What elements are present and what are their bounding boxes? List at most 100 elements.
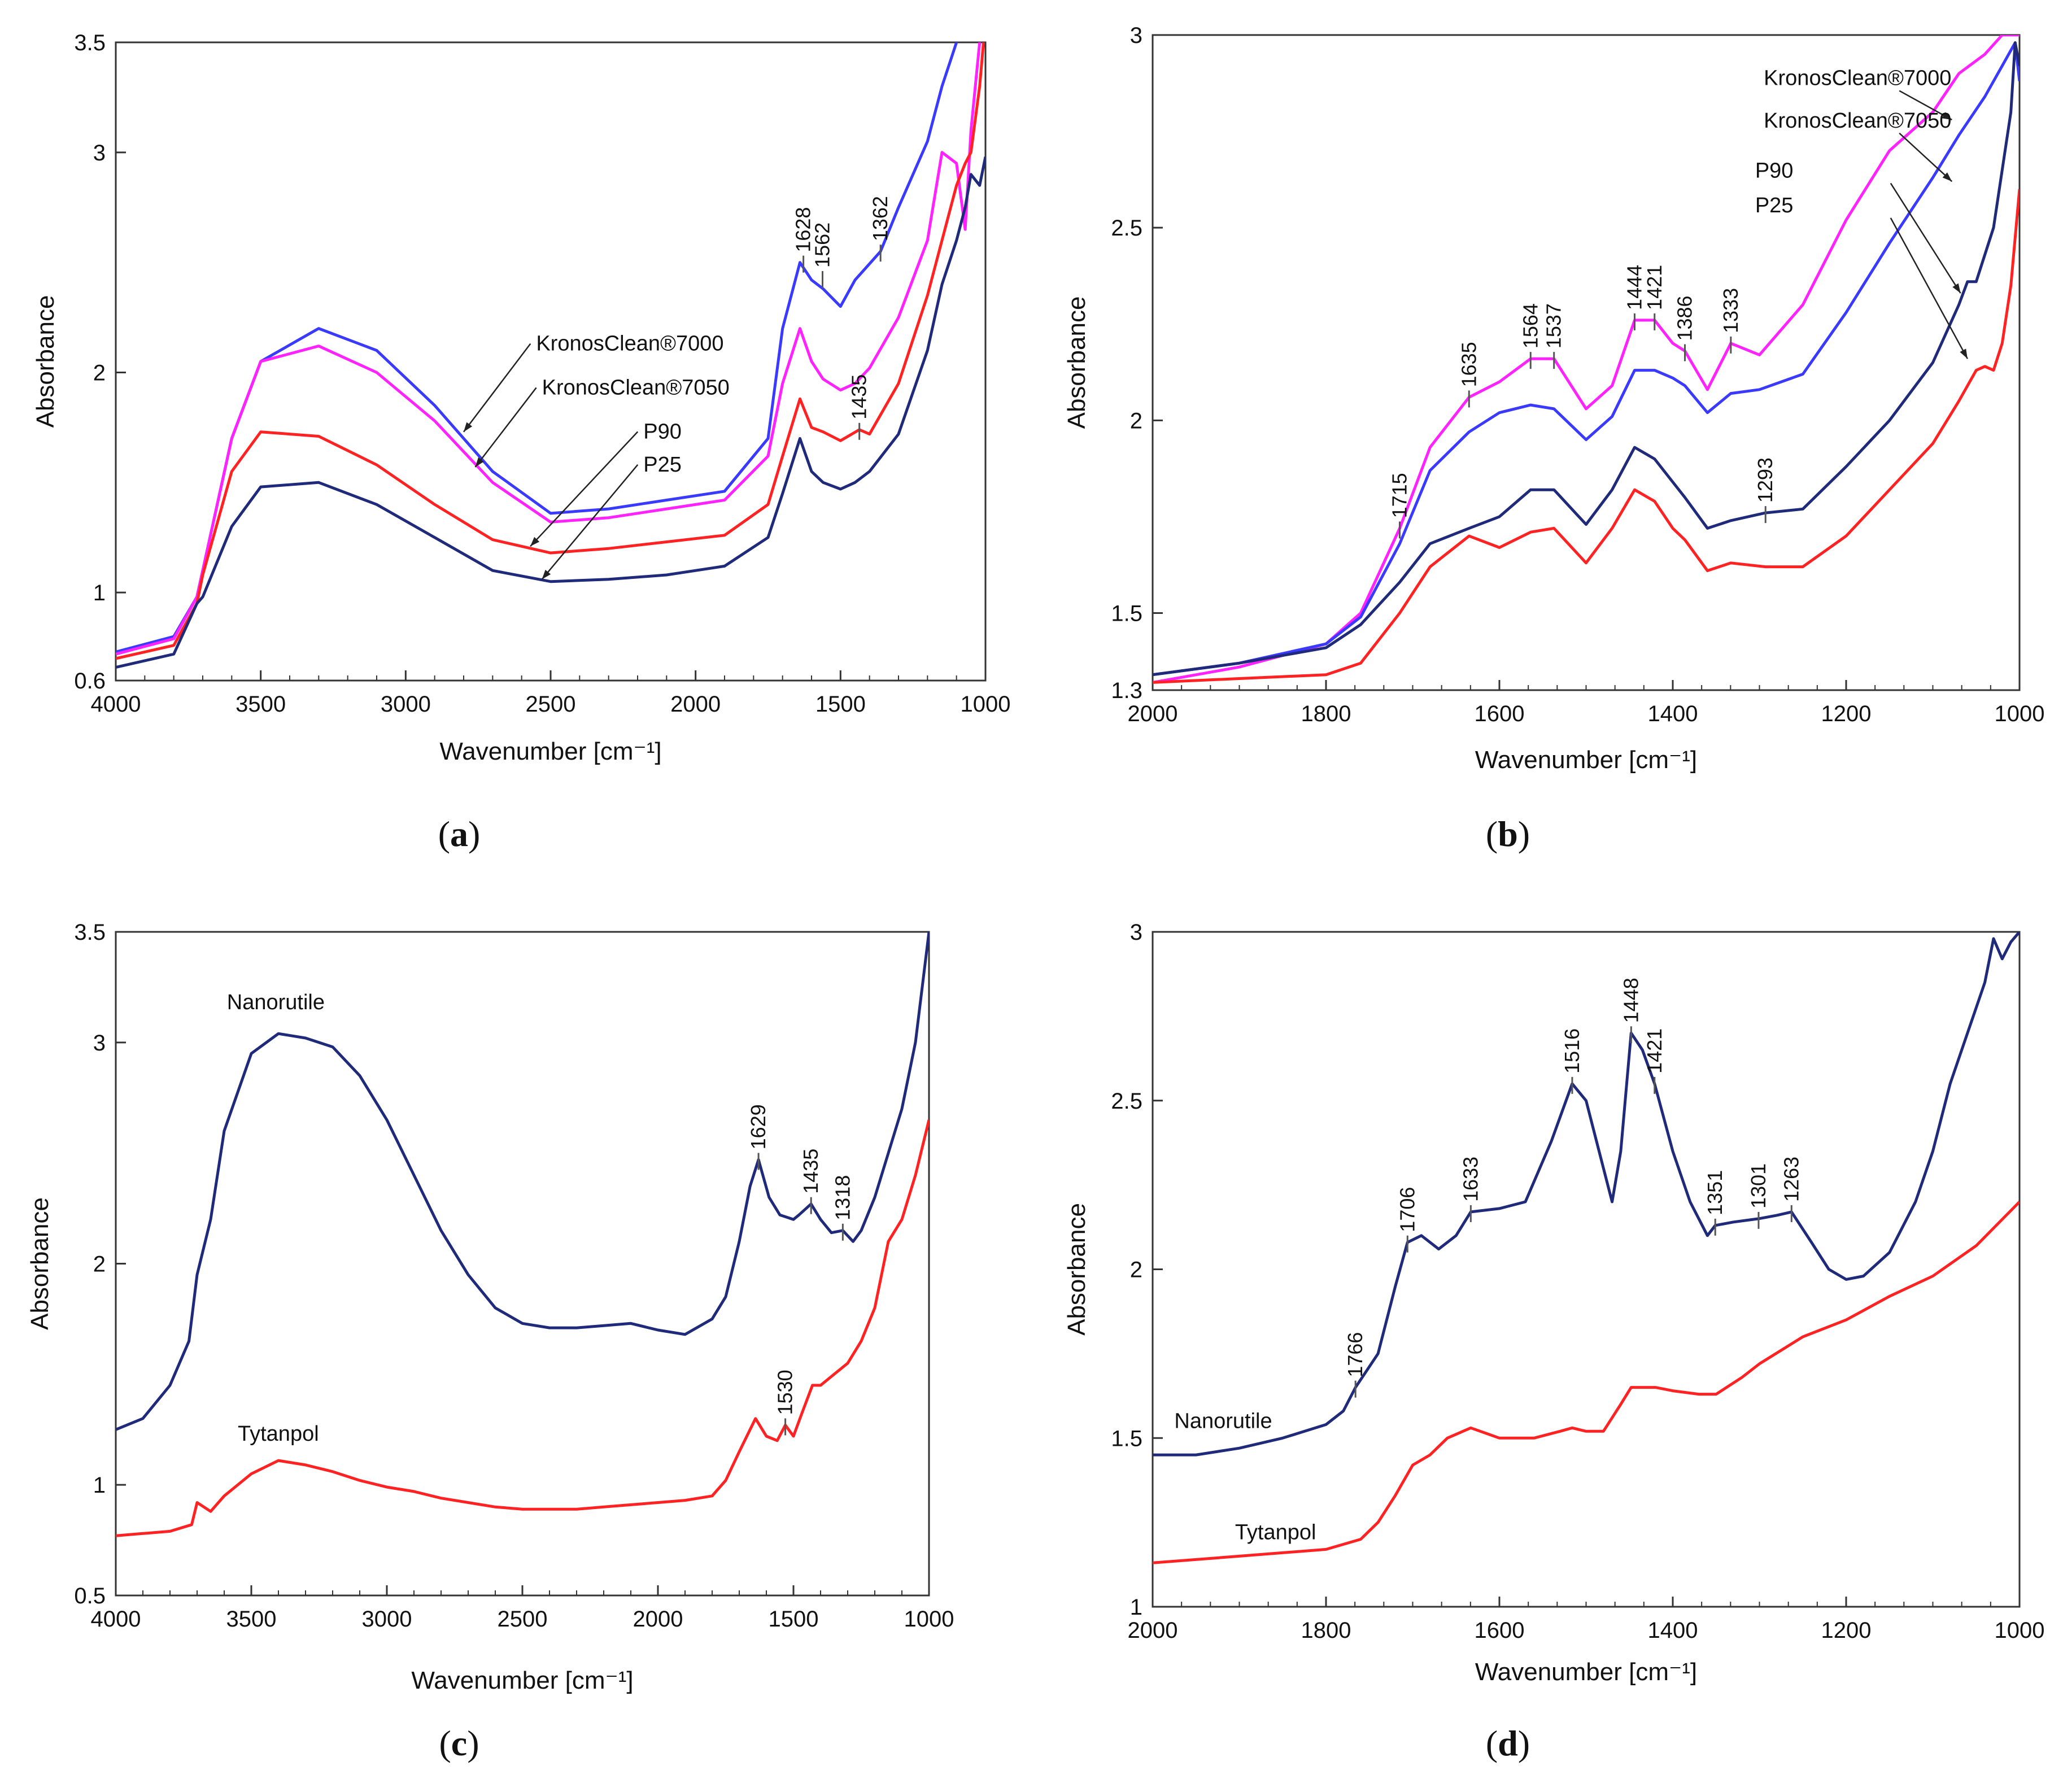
series-label: P90 bbox=[1755, 159, 1794, 182]
x-tick-label: 2500 bbox=[526, 692, 576, 717]
peak-label: 1562 bbox=[811, 223, 834, 268]
chart-a: 4000 3500 3000 2500 2000 1500 1000 0.6 1 2 3 3.5 Wav… bbox=[32, 30, 1011, 765]
chart-d: 2000 1800 1600 1400 1200 1000 1 1.5 2 2.5 3 Wavenum… bbox=[1063, 920, 2045, 1686]
series-line-kronosclean-7050 bbox=[1153, 41, 2020, 677]
series-line-p90 bbox=[1153, 41, 2020, 677]
series-line-tytanpol bbox=[116, 1119, 929, 1537]
series-label: Nanorutile bbox=[227, 991, 325, 1014]
label-arrow bbox=[474, 387, 537, 468]
x-tick-label: 1800 bbox=[1301, 701, 1351, 726]
x-tick-label: 1500 bbox=[769, 1607, 819, 1632]
label-arrow bbox=[463, 343, 531, 433]
series-line-p90 bbox=[116, 42, 985, 660]
series-label: P25 bbox=[643, 453, 682, 477]
series-line-p25 bbox=[116, 156, 985, 669]
plot-frame bbox=[1152, 34, 2021, 691]
plot-frame bbox=[115, 41, 987, 682]
peak-label: 1351 bbox=[1703, 1170, 1726, 1215]
x-tick-label: 1200 bbox=[1821, 1618, 1872, 1643]
plot-frame bbox=[115, 931, 930, 1597]
panel-d: 2000 1800 1600 1400 1200 1000 1 1.5 2 2.5 3 Wavenum… bbox=[1031, 892, 2063, 1711]
caption-b-close: ) bbox=[1517, 814, 1530, 854]
x-tick-label: 1400 bbox=[1648, 701, 1698, 726]
y-tick-label: 3 bbox=[93, 1031, 106, 1056]
peak-label: 1633 bbox=[1459, 1157, 1482, 1202]
caption-c-letter: c bbox=[451, 1723, 468, 1763]
y-tick-label: 1 bbox=[93, 581, 106, 605]
peak-label: 1537 bbox=[1542, 303, 1565, 348]
peak-label: 1435 bbox=[799, 1149, 822, 1194]
y-tick-label: 2.5 bbox=[1111, 1089, 1142, 1114]
x-axis-title: Wavenumber [cm⁻¹] bbox=[411, 1667, 633, 1694]
caption-d-open: ( bbox=[1485, 1723, 1498, 1763]
peak-label: 1333 bbox=[1719, 288, 1742, 333]
y-tick-label: 2 bbox=[93, 360, 106, 385]
y-tick-label: 3 bbox=[1130, 23, 1142, 48]
x-tick-label: 2500 bbox=[498, 1607, 548, 1632]
x-tick-label: 4000 bbox=[91, 692, 141, 717]
arrow-head bbox=[464, 422, 473, 432]
peak-label: 1715 bbox=[1388, 473, 1411, 518]
series-label: P25 bbox=[1755, 194, 1794, 217]
y-tick-label: 1 bbox=[93, 1473, 106, 1498]
x-tick-label: 2000 bbox=[1128, 1618, 1178, 1643]
label-arrow bbox=[1890, 217, 1968, 359]
peak-label: 1301 bbox=[1747, 1163, 1770, 1209]
caption-d-close: ) bbox=[1517, 1723, 1530, 1763]
y-axis-title: Absorbance bbox=[32, 295, 59, 428]
peak-label: 1386 bbox=[1673, 295, 1696, 341]
peak-label: 1766 bbox=[1344, 1332, 1367, 1377]
arrow-head bbox=[1952, 283, 1961, 294]
x-tick-label: 1800 bbox=[1301, 1618, 1351, 1643]
peak-label: 1444 bbox=[1623, 265, 1646, 310]
peak-label: 1629 bbox=[747, 1104, 770, 1149]
y-tick-label: 2 bbox=[1130, 1258, 1142, 1283]
x-tick-label: 1000 bbox=[1995, 1618, 2045, 1643]
series-label: P90 bbox=[643, 420, 682, 443]
x-tick-label: 1400 bbox=[1648, 1618, 1698, 1643]
series-label: Nanorutile bbox=[1174, 1409, 1272, 1433]
x-tick-label: 3000 bbox=[362, 1607, 412, 1632]
caption-c-open: ( bbox=[439, 1723, 451, 1763]
caption-a-close: ) bbox=[468, 814, 481, 854]
x-tick-label: 2000 bbox=[1128, 701, 1178, 726]
label-arrow bbox=[1890, 182, 1961, 294]
caption-b: (b) bbox=[1423, 813, 1593, 855]
caption-d: (d) bbox=[1423, 1723, 1593, 1764]
y-axis-title: Absorbance bbox=[1063, 297, 1091, 429]
peak-label: 1318 bbox=[831, 1175, 854, 1220]
label-arrow bbox=[541, 464, 639, 580]
peak-label: 1516 bbox=[1560, 1028, 1584, 1074]
series-label: Tytanpol bbox=[238, 1422, 319, 1446]
label-arrow bbox=[1899, 132, 1953, 182]
y-tick-label: 1.5 bbox=[1111, 1426, 1142, 1451]
y-tick-label: 1 bbox=[1130, 1595, 1142, 1620]
arrow-head bbox=[542, 569, 551, 579]
caption-d-letter: d bbox=[1498, 1723, 1518, 1763]
caption-c: (c) bbox=[374, 1723, 544, 1764]
panel-a: 4000 3500 3000 2500 2000 1500 1000 0.6 1 2 3 3.5 Wav… bbox=[0, 0, 1031, 819]
x-tick-label: 3500 bbox=[226, 1607, 277, 1632]
panel-c: 4000 3500 3000 2500 2000 1500 1000 0.5 1 2 3 3.5 Wav… bbox=[0, 892, 1031, 1711]
x-tick-label: 1000 bbox=[961, 692, 1011, 717]
series-line-nanorutile bbox=[116, 932, 929, 1431]
series-label: KronosClean®7050 bbox=[542, 376, 730, 399]
x-tick-label: 2000 bbox=[633, 1607, 683, 1632]
series-line-kronosclean-7050 bbox=[116, 42, 982, 656]
plot-frame bbox=[1152, 931, 2021, 1608]
y-tick-label: 1.5 bbox=[1111, 601, 1142, 626]
arrow-head bbox=[1942, 172, 1952, 182]
peak-label: 1635 bbox=[1457, 342, 1480, 387]
y-tick-label: 3.5 bbox=[74, 30, 106, 55]
y-tick-label: 3.5 bbox=[74, 920, 106, 945]
y-tick-label: 3 bbox=[1130, 920, 1142, 945]
peak-label: 1362 bbox=[869, 196, 892, 241]
peak-label: 1530 bbox=[774, 1370, 797, 1415]
x-axis-title: Wavenumber [cm⁻¹] bbox=[1475, 746, 1697, 774]
arrow-head bbox=[475, 457, 484, 468]
series-label: KronosClean®7000 bbox=[536, 332, 723, 356]
peak-label: 1293 bbox=[1754, 457, 1777, 503]
y-tick-label: 1.3 bbox=[1111, 678, 1142, 703]
caption-a-letter: a bbox=[450, 814, 468, 854]
x-tick-label: 3000 bbox=[381, 692, 431, 717]
